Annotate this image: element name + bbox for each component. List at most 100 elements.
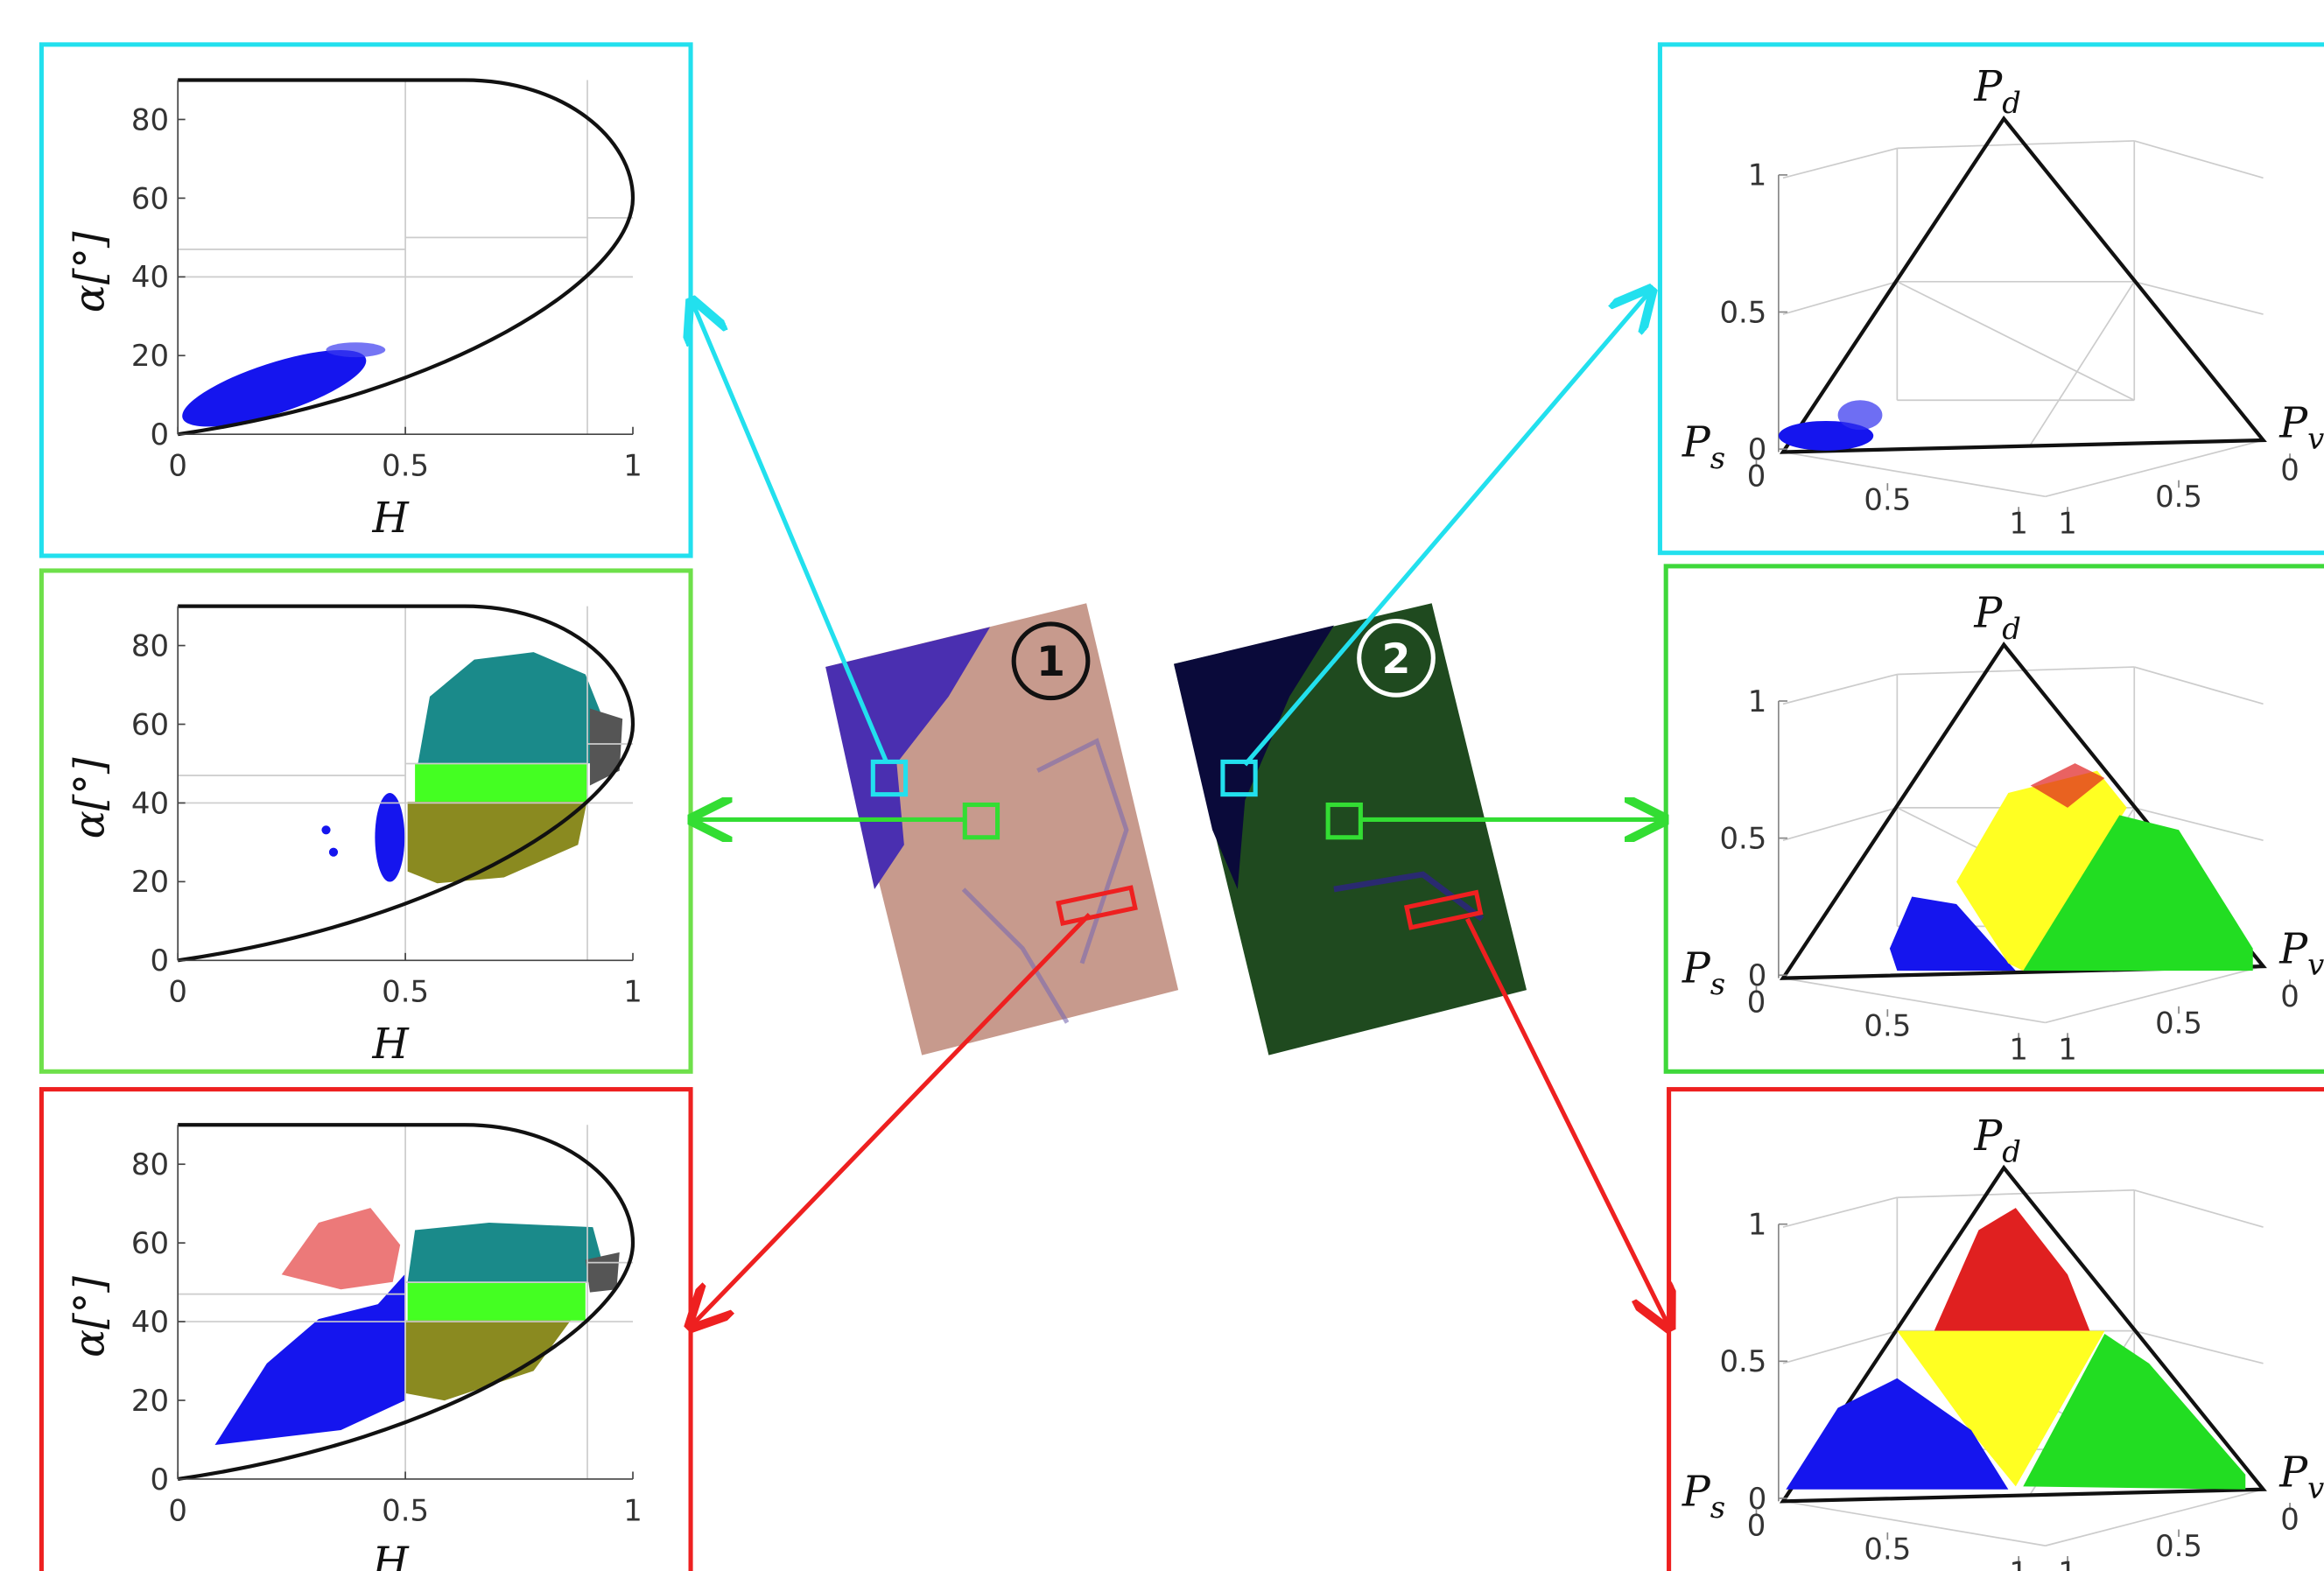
box-grid <box>2134 667 2263 704</box>
vertex-label-sub: s <box>1710 441 1725 475</box>
box-grid <box>1783 282 1897 314</box>
vertex-label-sub: d <box>2002 86 2021 120</box>
y-tick-label: 0 <box>2280 1503 2299 1537</box>
x-axis-label: H <box>371 1539 410 1571</box>
z-tick-label: 1 <box>1748 158 1767 193</box>
box-grid <box>2046 1490 2264 1546</box>
y-tick-label: 0.5 <box>2155 1006 2202 1040</box>
vertex-label-base: P <box>2278 926 2308 974</box>
vertex-label-sub: v <box>2307 1471 2324 1505</box>
x-tick-label: 0.5 <box>382 449 429 483</box>
x-tick-label: 0 <box>168 1493 187 1527</box>
vertex-label-base: P <box>1973 589 2003 637</box>
box-grid <box>1783 675 1897 705</box>
y-tick-label: 0 <box>2280 979 2299 1013</box>
y-tick-label: 80 <box>131 1147 169 1182</box>
x-tick-label: 0 <box>1747 985 1766 1020</box>
y-axis-label: α[°] <box>67 757 115 838</box>
image-2: 2 <box>1174 603 1527 1055</box>
vertex-label: Ps <box>1682 945 1725 1002</box>
x-tick-label: 0 <box>168 975 187 1009</box>
vertex-label: Pv <box>2278 400 2324 457</box>
box-grid <box>2134 282 2263 314</box>
box-grid <box>1783 148 1897 178</box>
y-tick-label: 0 <box>150 1462 169 1497</box>
vertex-label-base: P <box>1682 945 1711 993</box>
vertex-label-base: P <box>1973 63 2003 111</box>
y-tick-label: 1 <box>2058 507 2077 541</box>
y-tick-label: 0 <box>150 943 169 978</box>
vertex-label: Pd <box>1973 1112 2021 1169</box>
y-tick-label: 1 <box>2058 1033 2077 1067</box>
y-tick-label: 80 <box>131 102 169 137</box>
vertex-label: Pd <box>1973 589 2021 646</box>
y-tick-label: 0.5 <box>2155 1529 2202 1563</box>
y-tick-label: 20 <box>131 865 169 899</box>
x-axis-label: H <box>371 494 410 543</box>
y-tick-label: 20 <box>131 339 169 373</box>
x-tick-label: 0.5 <box>382 1493 429 1527</box>
vertex-label-sub: d <box>2002 1135 2021 1169</box>
y-tick-label: 60 <box>131 707 169 741</box>
z-tick-label: 0.5 <box>1719 1344 1766 1378</box>
z-tick-label: 1 <box>1748 684 1767 719</box>
box-grid <box>1783 1501 2046 1546</box>
x-tick-label: 0 <box>1747 1508 1766 1542</box>
box-grid <box>1897 1190 2134 1197</box>
point-cloud <box>1779 400 2253 1490</box>
vertex-label-sub: s <box>1710 1490 1725 1525</box>
image-label: 1 <box>1036 638 1065 686</box>
vertex-label: Ps <box>1682 419 1725 476</box>
vertex-label-base: P <box>2278 400 2308 448</box>
box-grid <box>1783 808 1897 840</box>
box-grid <box>1783 1331 1897 1364</box>
x-axis-label: H <box>371 1020 410 1069</box>
x-tick-label: 1 <box>623 449 642 483</box>
y-tick-label: 0 <box>150 417 169 452</box>
x-tick-label: 0.5 <box>1864 483 1911 517</box>
x-tick-label: 0 <box>1747 459 1766 493</box>
box-grid <box>1897 667 2134 674</box>
y-axis-label: α[°] <box>67 231 115 312</box>
box-grid <box>2134 1331 2263 1364</box>
y-axis-label: α[°] <box>67 1276 115 1357</box>
z-tick-label: 0.5 <box>1719 295 1766 329</box>
y-tick-label: 1 <box>2058 1555 2077 1571</box>
vertex-label-sub: v <box>2307 948 2324 982</box>
y-tick-label: 40 <box>131 260 169 294</box>
x-tick-label: 1 <box>2009 1555 2028 1571</box>
figure: 00.51020406080Hα[°]00.51020406080Hα[°]00… <box>0 0 2324 1571</box>
box-grid <box>1783 978 2046 1023</box>
y-tick-label: 0 <box>2280 453 2299 487</box>
image-1: 1 <box>825 603 1178 1055</box>
vertex-label: Pv <box>2278 1448 2324 1505</box>
x-tick-label: 1 <box>2009 507 2028 541</box>
vertex-label-sub: v <box>2307 422 2324 456</box>
arrows <box>693 293 1667 1323</box>
box-grid <box>2046 440 2264 496</box>
y-tick-label: 20 <box>131 1384 169 1418</box>
y-tick-label: 80 <box>131 628 169 663</box>
vertex-label-base: P <box>1973 1112 2003 1161</box>
y-tick-label: 60 <box>131 1226 169 1260</box>
vertex-label: Ps <box>1682 1468 1725 1525</box>
x-tick-label: 0.5 <box>382 975 429 1009</box>
vertex-label-sub: s <box>1710 967 1725 1001</box>
box-grid <box>2134 141 2263 178</box>
y-tick-label: 60 <box>131 181 169 215</box>
x-tick-label: 1 <box>2009 1033 2028 1067</box>
box-grid <box>1783 1197 1897 1227</box>
z-tick-label: 0.5 <box>1719 821 1766 855</box>
image-label: 2 <box>1382 635 1411 684</box>
y-tick-label: 40 <box>131 786 169 820</box>
box-grid <box>2031 282 2135 445</box>
z-tick-label: 1 <box>1748 1208 1767 1242</box>
vertex-label-base: P <box>1682 1468 1711 1516</box>
vertex-label-sub: d <box>2002 612 2021 646</box>
vertex-label: Pd <box>1973 63 2021 120</box>
box-grid <box>2046 966 2264 1022</box>
x-tick-label: 0.5 <box>1864 1532 1911 1566</box>
x-tick-label: 1 <box>623 1493 642 1527</box>
vertex-label-base: P <box>2278 1448 2308 1497</box>
box-grid <box>1783 452 2046 497</box>
